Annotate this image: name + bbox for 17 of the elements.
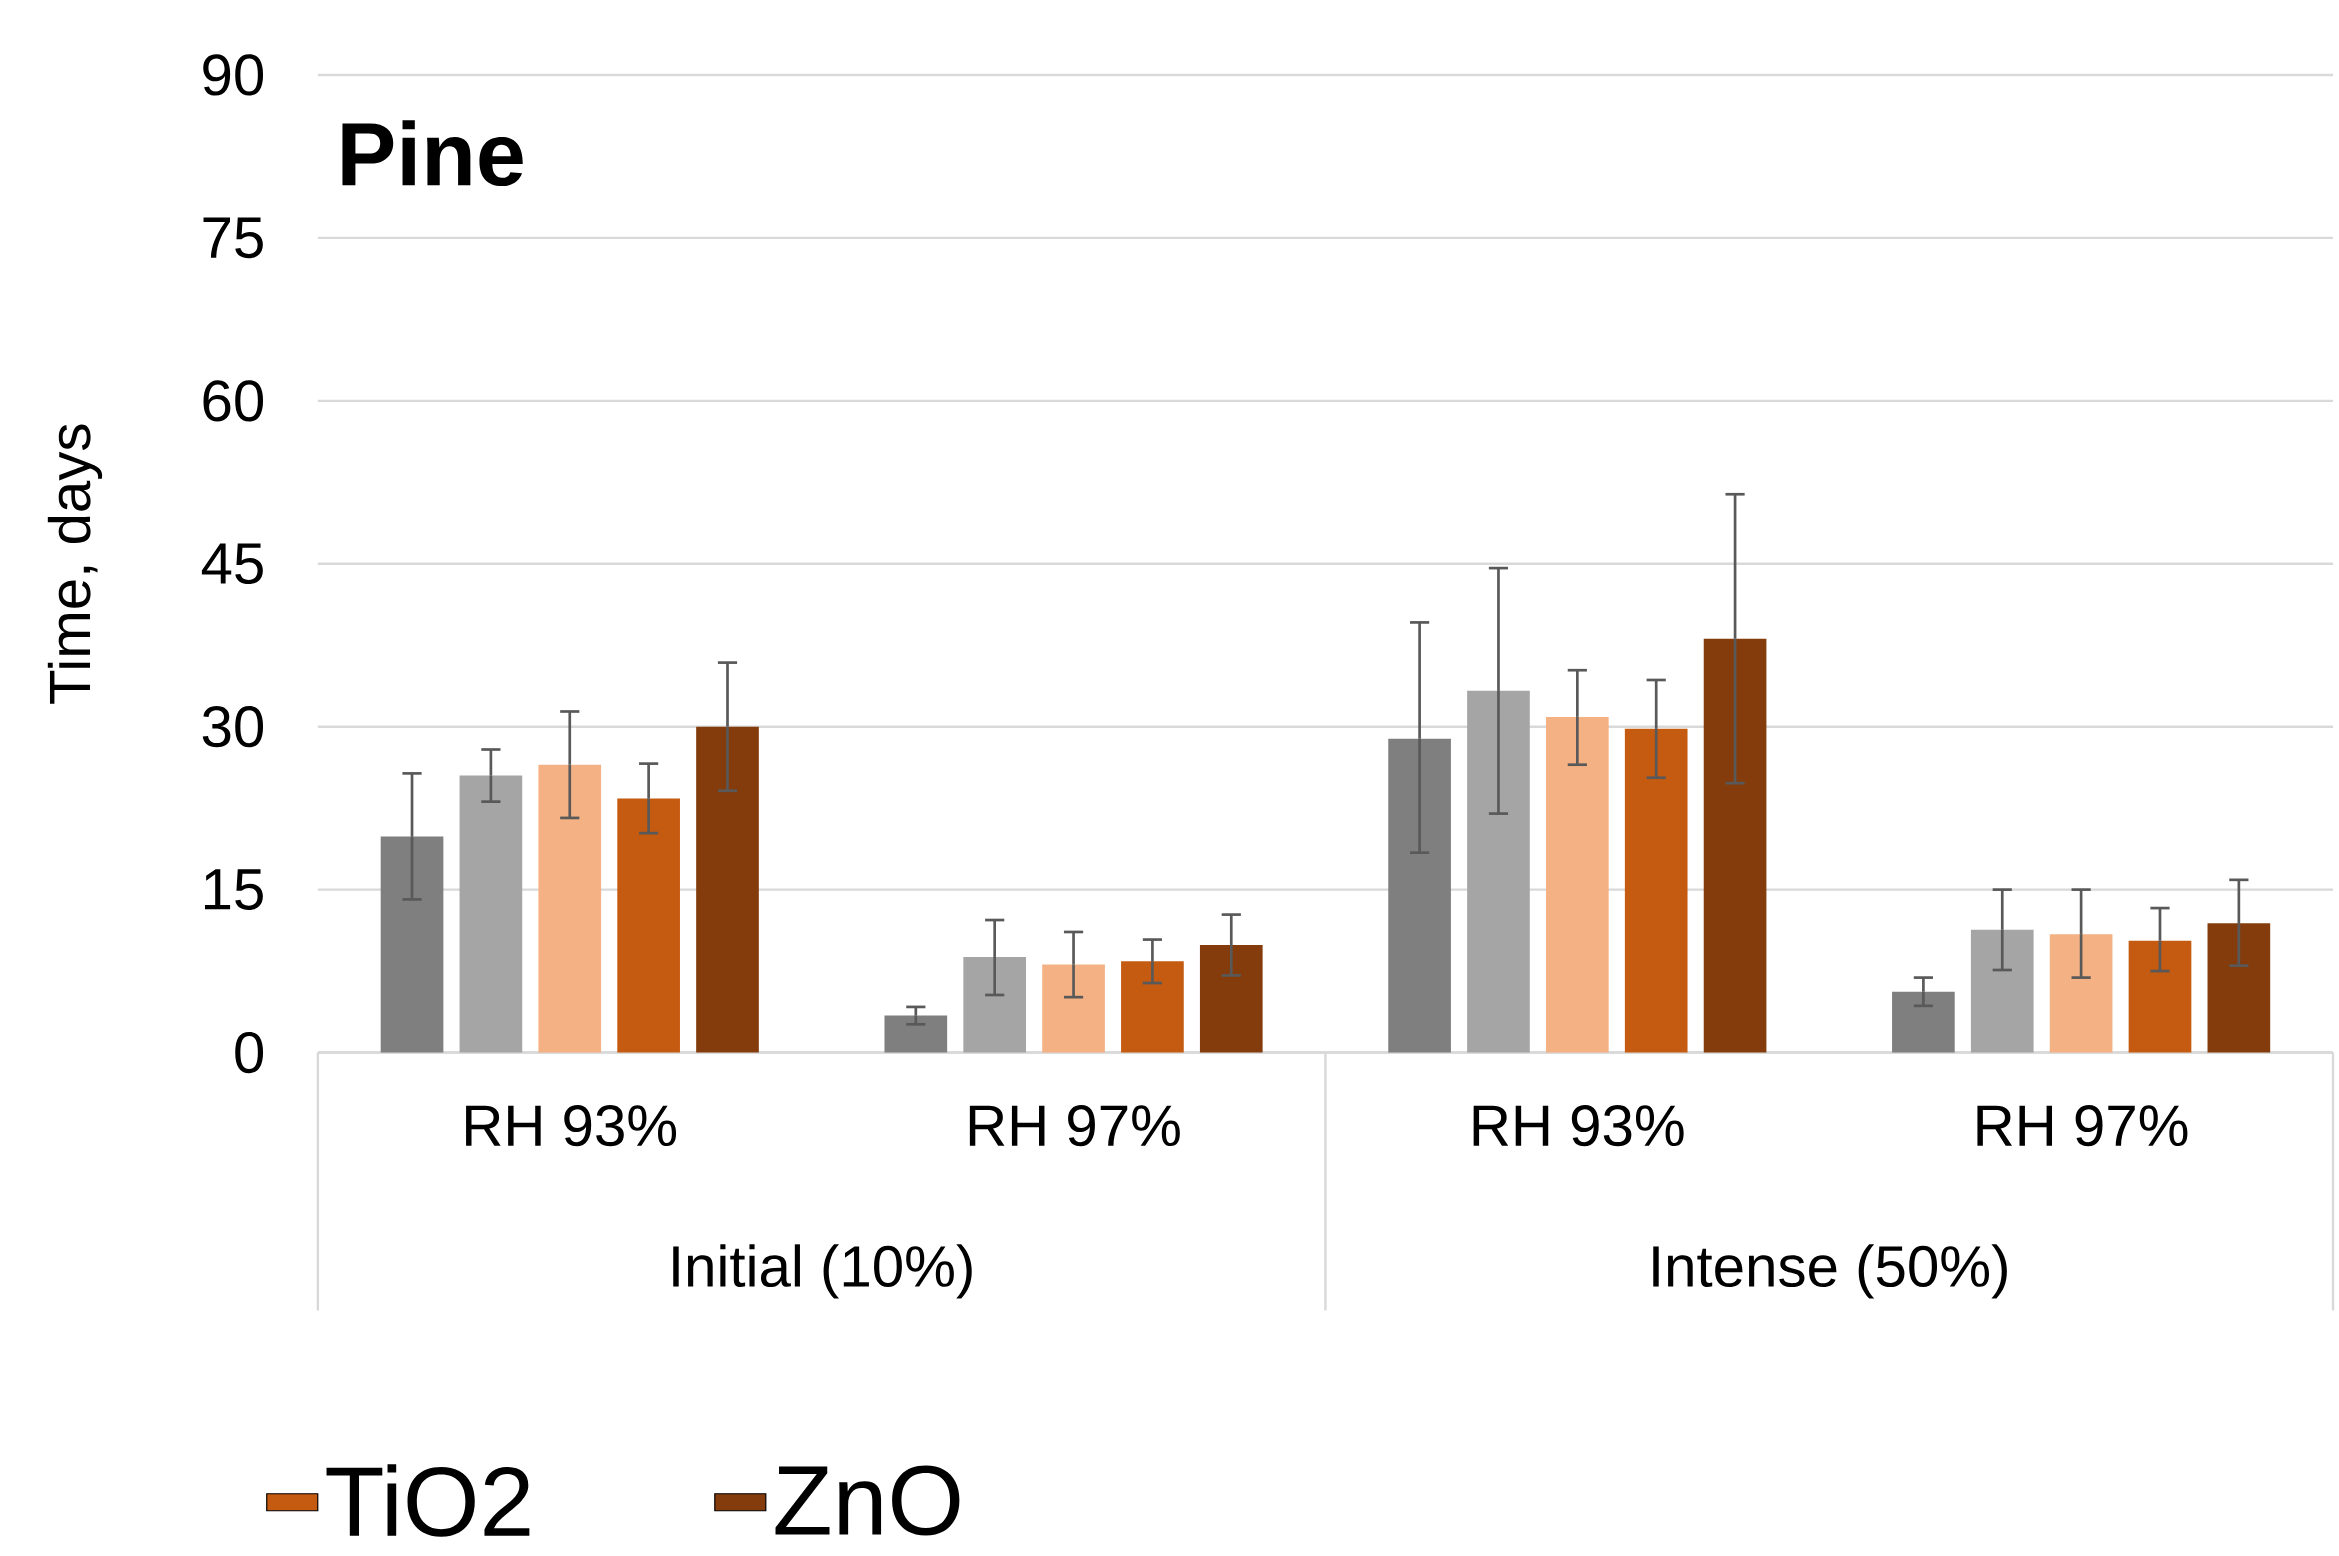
text: Initial (10%) <box>673 1244 972 1299</box>
x-tick-label: RH 97% <box>969 1104 1180 1147</box>
x-tick-label: RH 97% <box>1977 1104 2188 1147</box>
text: Intense (50%) <box>1653 1244 2007 1299</box>
x-tick-label: RH 93% <box>466 1104 677 1147</box>
chart-title: Pine <box>342 120 523 186</box>
y-tick-label: 60 <box>203 380 264 422</box>
legend-label: ZnO <box>775 1465 960 1536</box>
y-axis-title: Time, days <box>47 424 103 704</box>
y-tick-label: 15 <box>204 869 263 910</box>
y-tick-label: 90 <box>203 54 264 96</box>
y-tick-label: 0 <box>235 1031 264 1074</box>
y-tick-label: 75 <box>203 217 263 259</box>
y-tick-label: 30 <box>202 705 264 748</box>
y-tick-label: 45 <box>201 543 263 584</box>
legend-label: TiO2 <box>326 1464 530 1537</box>
x-tick-label: RH 93% <box>1473 1104 1684 1147</box>
